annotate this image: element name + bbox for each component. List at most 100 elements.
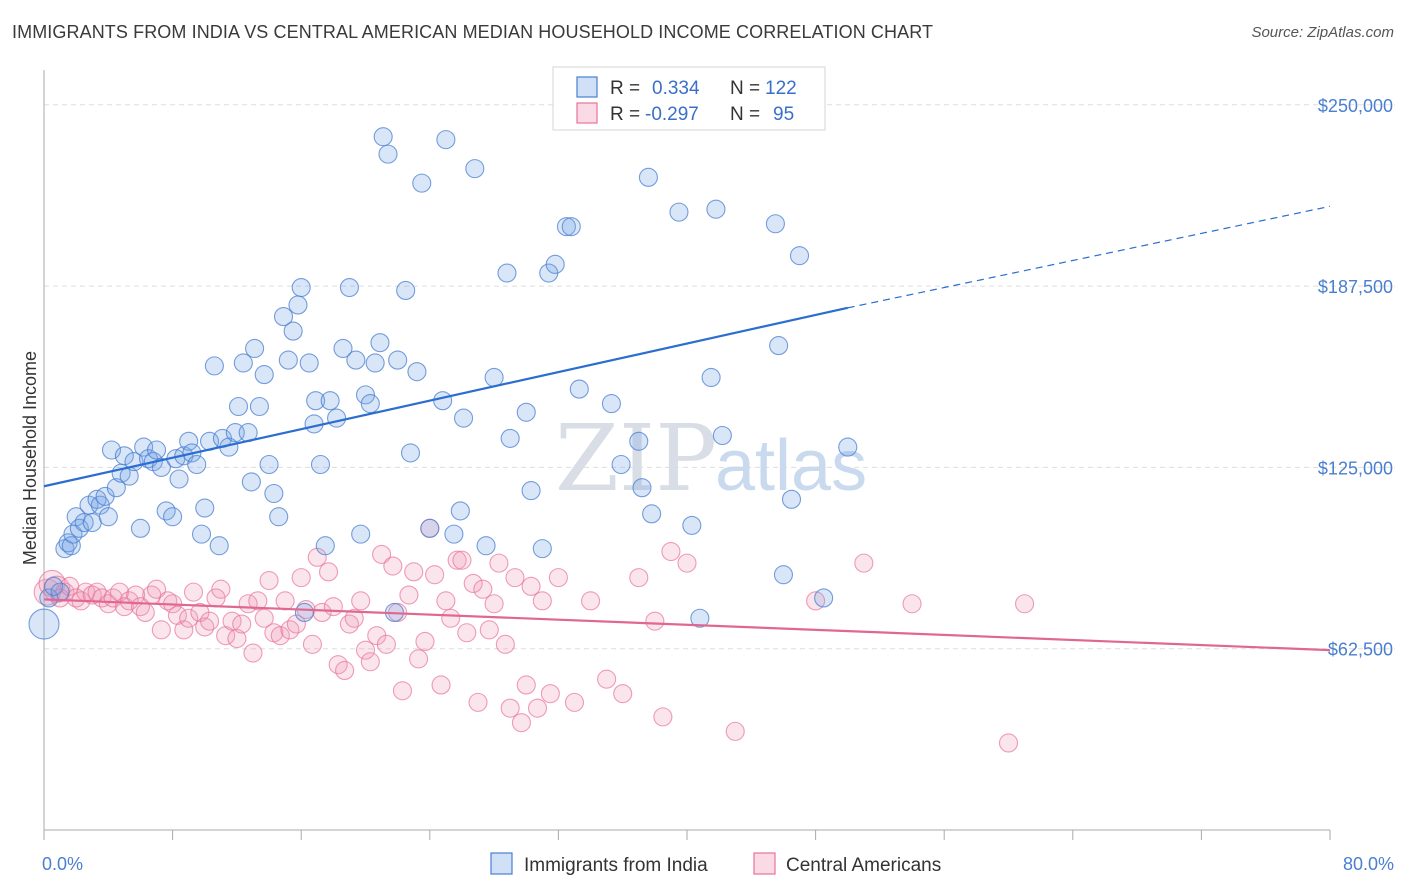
stats-legend: R = 0.334 N = 122 R = -0.297 N = 95: [552, 66, 826, 131]
watermark-zip: ZIP: [555, 405, 717, 512]
point-central-americans: [532, 591, 552, 611]
point-immigrants-india: [396, 280, 416, 301]
point-central-americans: [275, 591, 295, 611]
x-tick-label: 80.0%: [1343, 854, 1394, 874]
point-central-americans: [511, 713, 531, 733]
point-immigrants-india: [365, 353, 385, 373]
chart-title: IMMIGRANTS FROM INDIA VS CENTRAL AMERICA…: [12, 22, 934, 42]
point-immigrants-india: [601, 394, 621, 414]
point-immigrants-india: [273, 307, 294, 327]
legend-swatch-pink: [576, 102, 598, 124]
point-immigrants-india: [278, 350, 298, 370]
y-tick-label: $62,500: [1328, 640, 1393, 660]
point-central-americans: [232, 614, 252, 634]
point-central-americans: [415, 631, 435, 652]
y-tick-label: $250,000: [1318, 96, 1393, 116]
point-immigrants-india: [310, 454, 331, 475]
point-immigrants-india: [74, 512, 94, 533]
point-immigrants-india: [476, 536, 496, 556]
legend-label-india: Immigrants from India: [524, 855, 708, 876]
point-central-americans: [479, 620, 499, 640]
point-immigrants-india: [444, 524, 464, 544]
legend-n-value-pink: 95: [773, 104, 794, 125]
regression-line-central: [43, 598, 1331, 652]
point-central-americans: [998, 733, 1019, 753]
point-immigrants-india: [130, 518, 150, 538]
point-central-americans: [174, 620, 194, 640]
point-immigrants-india: [433, 391, 453, 411]
point-immigrants-india: [706, 199, 726, 219]
point-central-americans: [463, 573, 483, 593]
point-immigrants-india: [291, 278, 311, 298]
point-immigrants-india: [611, 454, 631, 475]
point-central-americans: [597, 669, 617, 689]
point-immigrants-india: [249, 396, 269, 417]
regression-line-india: [43, 306, 848, 488]
point-immigrants-india: [195, 498, 215, 518]
x-tick-label: 0.0%: [42, 854, 83, 874]
point-immigrants-india: [106, 478, 126, 498]
point-immigrants-india: [58, 533, 78, 553]
point-immigrants-india: [632, 478, 652, 498]
y-tick-label: $125,000: [1318, 458, 1393, 478]
point-central-americans: [725, 721, 745, 741]
point-immigrants-india: [320, 391, 340, 411]
point-central-americans: [457, 623, 477, 643]
point-central-americans: [404, 562, 424, 582]
point-central-americans: [323, 597, 343, 617]
point-immigrants-india: [638, 167, 658, 187]
point-central-americans: [211, 579, 231, 599]
point-immigrants-india: [28, 608, 60, 640]
point-central-americans: [452, 550, 472, 570]
point-central-americans: [854, 553, 874, 573]
point-central-americans: [645, 611, 665, 631]
point-central-americans: [146, 579, 167, 599]
point-immigrants-india: [114, 446, 134, 466]
point-central-americans: [183, 582, 204, 602]
point-central-americans: [270, 626, 290, 646]
point-immigrants-india: [179, 431, 199, 451]
point-central-americans: [540, 684, 560, 704]
point-central-americans: [344, 608, 364, 628]
point-immigrants-india: [484, 367, 504, 388]
watermark-atlas: atlas: [715, 426, 867, 506]
point-immigrants-india: [254, 365, 274, 385]
point-immigrants-india: [82, 512, 102, 533]
point-central-americans: [259, 570, 279, 591]
series-immigrants-india: [28, 127, 858, 640]
point-immigrants-india: [241, 472, 261, 492]
point-central-americans: [383, 556, 403, 576]
point-central-americans: [441, 608, 461, 628]
point-immigrants-india: [765, 214, 785, 234]
legend-r-label-pink: R =: [610, 104, 640, 125]
point-central-americans: [516, 675, 536, 695]
point-immigrants-india: [388, 350, 408, 370]
point-central-americans: [335, 660, 355, 681]
point-immigrants-india: [450, 501, 470, 521]
point-central-americans: [468, 692, 488, 712]
point-immigrants-india: [191, 524, 212, 544]
point-central-americans: [564, 692, 585, 712]
point-central-americans: [661, 541, 681, 562]
regression-lines: [43, 205, 1331, 652]
point-immigrants-india: [701, 367, 721, 388]
point-immigrants-india: [400, 443, 421, 463]
point-immigrants-india: [642, 504, 662, 524]
point-immigrants-india: [629, 431, 649, 451]
point-immigrants-india: [436, 130, 456, 150]
point-central-americans: [254, 608, 274, 628]
legend-swatch-blue: [576, 76, 598, 98]
point-immigrants-india: [378, 144, 398, 164]
point-immigrants-india: [299, 353, 319, 373]
point-immigrants-india: [209, 536, 229, 556]
point-immigrants-india: [669, 202, 689, 222]
point-central-americans: [291, 568, 311, 588]
point-central-americans: [135, 602, 155, 622]
point-immigrants-india: [306, 391, 326, 411]
legend-n-label-blue: N =: [730, 78, 760, 99]
point-immigrants-india: [98, 507, 118, 527]
point-central-americans: [613, 684, 633, 704]
point-central-americans: [318, 562, 339, 582]
point-central-americans: [527, 698, 548, 718]
point-immigrants-india: [50, 582, 70, 602]
